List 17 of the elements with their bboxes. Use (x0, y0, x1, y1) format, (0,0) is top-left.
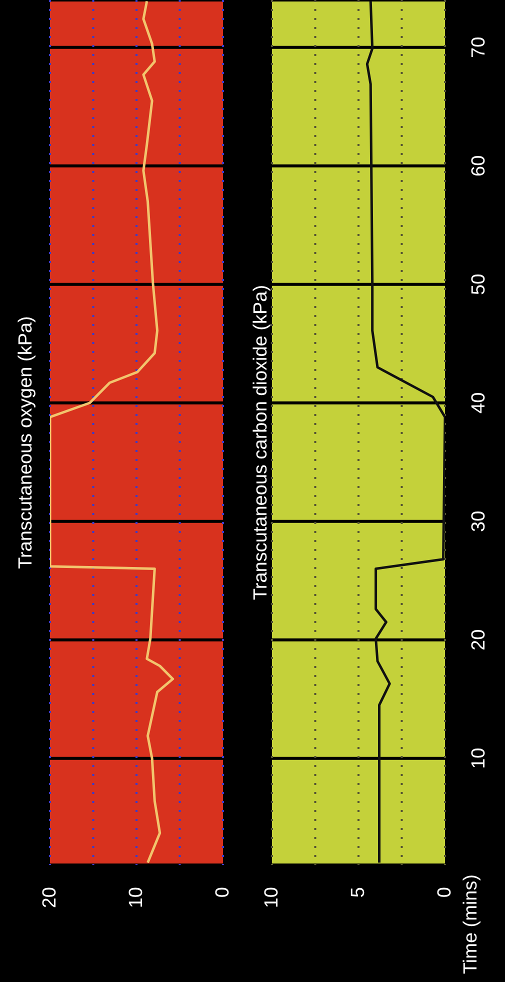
y-tick-label: 40 (468, 392, 490, 414)
y-tick-label: 50 (468, 274, 490, 295)
y-tick-label: 10 (468, 748, 490, 769)
x-tick-label: 0 (212, 887, 234, 898)
x-tick-label: 5 (348, 887, 369, 898)
x-tick-label: 10 (126, 887, 147, 908)
text: Transcutaneous carbon dioxide (kPa) (250, 284, 272, 600)
x-tick-label: 10 (262, 887, 282, 908)
y-tick-label: 60 (468, 155, 490, 176)
line-series (366, 0, 445, 864)
text: Transcutaneous oxygen (kPa) (16, 316, 36, 569)
y-tick-label: 20 (468, 629, 490, 650)
x-tick-label: 0 (434, 887, 456, 898)
y-tick-label: 30 (468, 510, 490, 532)
x-tick-label: 20 (40, 887, 60, 908)
y-axis-title: Time (mins) (460, 874, 482, 974)
y-tick-label: 70 (468, 36, 490, 58)
